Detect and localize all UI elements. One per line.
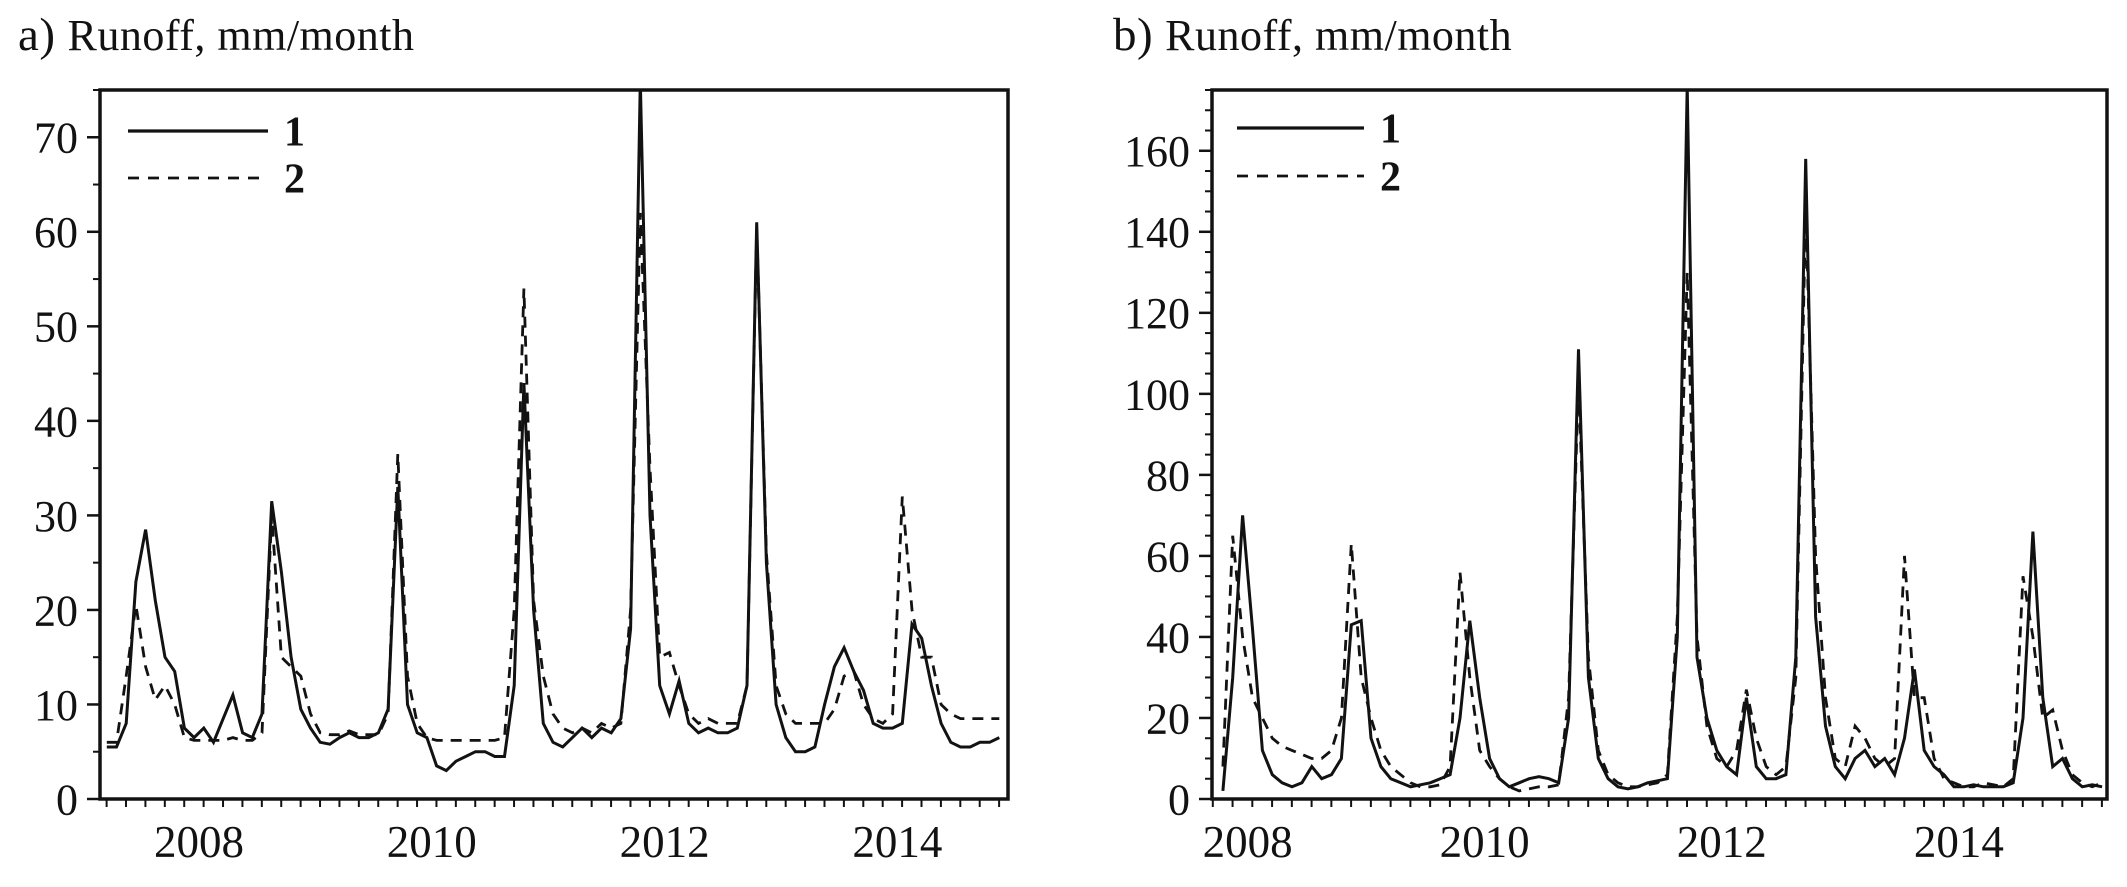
panel-a-series-2-line <box>106 212 1000 744</box>
legend-label-2: 2 <box>1380 155 1401 201</box>
panel-b-legend: 12 <box>1237 107 1401 201</box>
panel-b-title-text: Runoff, mm/month <box>1165 11 1513 60</box>
y-tick-label: 40 <box>1146 613 1190 662</box>
y-tick-label: 60 <box>1146 532 1190 581</box>
x-tick-label: 2014 <box>852 817 942 867</box>
x-tick-label: 2012 <box>620 817 710 867</box>
y-tick-label: 30 <box>34 492 78 541</box>
x-tick-label: 2008 <box>1203 817 1293 867</box>
panel-b-series-1-line <box>1221 90 2103 792</box>
legend-label-1: 1 <box>284 110 305 156</box>
y-tick-label: 20 <box>1146 694 1190 743</box>
y-tick-label: 50 <box>34 303 78 352</box>
panel-a-series-1-line <box>106 90 1000 773</box>
y-tick-label: 160 <box>1124 127 1190 176</box>
panel-a-title-text: Runoff, mm/month <box>67 11 415 60</box>
y-tick-label: 0 <box>1168 775 1190 824</box>
y-tick-label: 20 <box>34 586 78 635</box>
panel-b-frame <box>1210 88 2109 801</box>
x-tick-label: 2010 <box>1440 817 1530 867</box>
panel-b-plot: 0 20 40 60 80 100 120 140 160 2008 2010 2012 2014 12 <box>1124 88 2109 867</box>
y-tick-label: 100 <box>1124 370 1190 419</box>
panel-a-plot: 0 10 20 30 40 50 60 70 2008 2010 2012 2014 12 <box>34 88 1010 867</box>
panel-a-frame <box>98 88 1010 801</box>
y-tick-label: 70 <box>34 114 78 163</box>
x-tick-label: 2014 <box>1914 817 2004 867</box>
x-tick-label: 2012 <box>1677 817 1767 867</box>
x-tick-label: 2010 <box>387 817 477 867</box>
y-tick-label: 0 <box>56 775 78 824</box>
panel-a-legend: 12 <box>128 110 305 203</box>
x-tick-label: 2008 <box>154 817 244 867</box>
legend-label-1: 1 <box>1380 107 1401 153</box>
y-tick-label: 80 <box>1146 451 1190 500</box>
panel-b-title: b) Runoff, mm/month <box>1113 8 1512 62</box>
y-tick-label: 120 <box>1124 289 1190 338</box>
y-tick-label: 60 <box>34 208 78 257</box>
panel-b-label: b) <box>1113 9 1154 61</box>
y-tick-label: 40 <box>34 397 78 446</box>
panel-b-series-2-line <box>1221 207 2103 793</box>
panel-a-label: a) <box>18 9 56 61</box>
y-tick-label: 10 <box>34 681 78 730</box>
panel-a-title: a) Runoff, mm/month <box>18 8 415 62</box>
y-tick-label: 140 <box>1124 208 1190 257</box>
legend-label-2: 2 <box>284 157 305 203</box>
